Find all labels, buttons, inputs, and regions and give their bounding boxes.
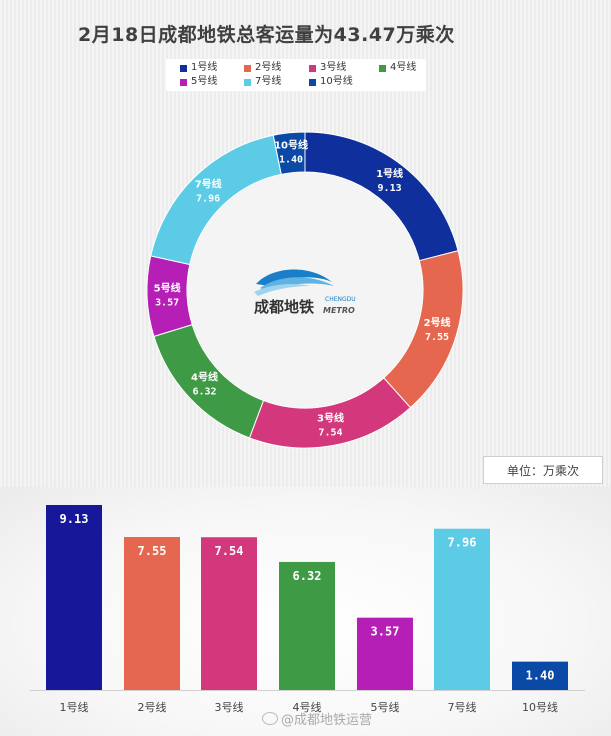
legend-item: 3号线 [309,62,346,74]
donut-slice-label: 1号线 [376,167,403,180]
donut-slice-value: 9.13 [378,183,402,194]
bar-category-label: 2号线 [138,700,167,714]
donut-slice-label: 10号线 [274,139,308,152]
legend-swatch [180,78,187,86]
legend-swatch [244,64,251,72]
donut-slice [146,255,193,338]
donut-slice-value: 3.57 [155,298,179,309]
legend-label: 7号线 [255,76,282,87]
watermark-text: @成都地铁运营 [281,713,373,728]
bar [434,528,490,690]
legend-item: 4号线 [379,62,416,74]
legend-swatch [309,64,316,72]
legend-label: 1号线 [191,62,218,73]
donut-slice-value: 1.40 [279,155,303,166]
donut-slice-label: 5号线 [154,282,181,295]
bar [124,537,180,690]
bar-value-label: 7.96 [448,536,477,550]
donut-hole [188,173,422,407]
bar [201,537,257,690]
legend-swatch [180,64,187,72]
legend-item: 10号线 [309,76,353,88]
watermark: @成都地铁运营 [262,709,372,728]
bar-value-label: 9.13 [60,512,89,526]
chart-title: 2月18日成都地铁总客运量为43.47万乘次 [78,24,455,46]
donut-chart: 1号线 9.13 2号线 7.55 3号线 7.54 4号线 6.32 5号线 3.57 7号线 7.… [146,131,464,449]
donut-slice-label: 7号线 [195,178,222,191]
bar-value-label: 6.32 [293,569,322,583]
legend-item: 7号线 [244,76,281,88]
bar [46,505,102,690]
weibo-icon [262,712,278,725]
donut-panel: 2月18日成都地铁总客运量为43.47万乘次 1号线 2号线 3号线 4号线 5号线 7号… [0,0,611,487]
chengdu-metro-logo: 成都地铁 CHENGDU METRO [250,262,375,322]
donut-slice-label: 2号线 [424,316,451,329]
donut-slice-value: 6.32 [192,387,216,398]
bar [357,617,413,690]
bar-chart: 9.13 1号线 7.55 2号线 7.54 3号线 6.32 4号线 3.57 5号线 7.96 7… [30,505,585,714]
bar-category-label: 7号线 [448,700,477,714]
legend-label: 4号线 [390,62,417,73]
legend: 1号线 2号线 3号线 4号线 5号线 7号线 10号线 [166,59,426,91]
legend-label: 5号线 [191,76,218,87]
legend-swatch [309,78,316,86]
bar-category-label: 4号线 [293,700,322,714]
bar-value-label: 7.55 [138,544,167,558]
donut-slice-value: 7.54 [318,428,342,439]
bar-category-label: 3号线 [215,700,244,714]
bar-value-label: 1.40 [526,669,555,683]
bar-category-label: 1号线 [60,700,89,714]
unit-label: 单位：万乘次 [483,456,603,484]
bar-panel: 9.13 1号线 7.55 2号线 7.54 3号线 6.32 4号线 3.57 5号线 7.96 7… [0,487,611,736]
bar-category-label: 10号线 [522,700,558,714]
legend-item: 2号线 [244,62,281,74]
donut-slice-value: 7.55 [425,332,449,343]
logo-en-text-1: CHENGDU [325,296,356,303]
bar [279,561,335,690]
legend-swatch [244,78,251,86]
legend-label: 2号线 [255,62,282,73]
legend-item: 5号线 [180,76,217,88]
bar-value-label: 7.54 [215,544,244,558]
donut-slice-label: 3号线 [317,412,344,425]
donut-slice [272,131,306,175]
legend-swatch [379,64,386,72]
donut-slice-value: 7.96 [196,194,220,205]
bar-category-label: 5号线 [371,700,400,714]
legend-label: 3号线 [320,62,347,73]
logo-en-text-2: METRO [323,306,355,315]
donut-slice-label: 4号线 [191,371,218,384]
legend-label: 10号线 [320,76,353,87]
logo-cn-text: 成都地铁 [254,298,314,316]
legend-item: 1号线 [180,62,217,74]
bar-value-label: 3.57 [371,625,400,639]
bar [512,661,568,690]
